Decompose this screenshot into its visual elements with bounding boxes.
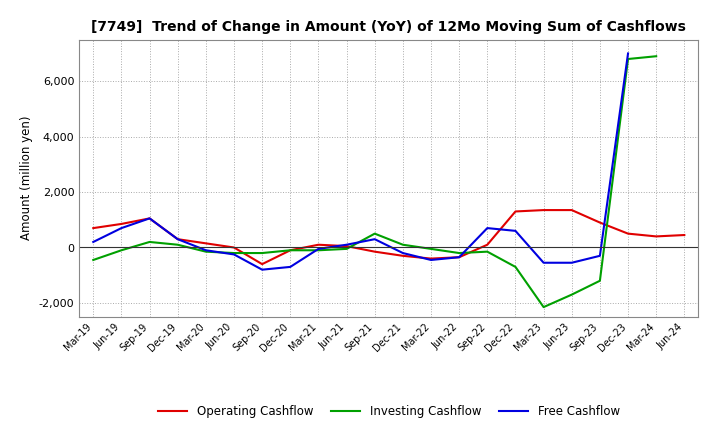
Operating Cashflow [286, 248, 294, 253]
Investing Cashflow [595, 278, 604, 283]
Free Cashflow [455, 255, 464, 260]
Operating Cashflow [117, 221, 126, 227]
Investing Cashflow [455, 250, 464, 256]
Operating Cashflow [483, 242, 492, 247]
Investing Cashflow [230, 250, 238, 256]
Investing Cashflow [370, 231, 379, 236]
Operating Cashflow [595, 220, 604, 225]
Free Cashflow [399, 250, 408, 256]
Operating Cashflow [539, 207, 548, 213]
Investing Cashflow [624, 56, 632, 62]
Investing Cashflow [652, 54, 660, 59]
Free Cashflow [567, 260, 576, 265]
Operating Cashflow [399, 253, 408, 258]
Investing Cashflow [427, 246, 436, 252]
Free Cashflow [258, 267, 266, 272]
Free Cashflow [427, 257, 436, 263]
Free Cashflow [202, 248, 210, 253]
Free Cashflow [483, 225, 492, 231]
Operating Cashflow [342, 243, 351, 249]
Investing Cashflow [258, 250, 266, 256]
Investing Cashflow [89, 257, 98, 263]
Investing Cashflow [117, 248, 126, 253]
Investing Cashflow [511, 264, 520, 270]
Operating Cashflow [455, 255, 464, 260]
Investing Cashflow [286, 248, 294, 253]
Operating Cashflow [511, 209, 520, 214]
Free Cashflow [342, 242, 351, 247]
Line: Operating Cashflow: Operating Cashflow [94, 210, 684, 264]
Operating Cashflow [427, 256, 436, 261]
Investing Cashflow [567, 292, 576, 297]
Operating Cashflow [230, 245, 238, 250]
Operating Cashflow [680, 232, 688, 238]
Free Cashflow [314, 246, 323, 252]
Investing Cashflow [202, 249, 210, 254]
Y-axis label: Amount (million yen): Amount (million yen) [20, 116, 33, 240]
Free Cashflow [286, 264, 294, 270]
Free Cashflow [539, 260, 548, 265]
Investing Cashflow [174, 242, 182, 247]
Free Cashflow [145, 216, 154, 221]
Free Cashflow [89, 239, 98, 245]
Free Cashflow [117, 225, 126, 231]
Investing Cashflow [399, 242, 408, 247]
Free Cashflow [174, 237, 182, 242]
Line: Investing Cashflow: Investing Cashflow [94, 56, 656, 307]
Investing Cashflow [145, 239, 154, 245]
Free Cashflow [624, 51, 632, 56]
Free Cashflow [370, 237, 379, 242]
Operating Cashflow [89, 225, 98, 231]
Investing Cashflow [539, 304, 548, 310]
Investing Cashflow [342, 246, 351, 252]
Operating Cashflow [652, 234, 660, 239]
Operating Cashflow [624, 231, 632, 236]
Operating Cashflow [174, 237, 182, 242]
Line: Free Cashflow: Free Cashflow [94, 53, 628, 270]
Title: [7749]  Trend of Change in Amount (YoY) of 12Mo Moving Sum of Cashflows: [7749] Trend of Change in Amount (YoY) o… [91, 20, 686, 34]
Free Cashflow [511, 228, 520, 234]
Free Cashflow [595, 253, 604, 258]
Legend: Operating Cashflow, Investing Cashflow, Free Cashflow: Operating Cashflow, Investing Cashflow, … [153, 400, 625, 423]
Operating Cashflow [567, 207, 576, 213]
Operating Cashflow [202, 241, 210, 246]
Operating Cashflow [258, 261, 266, 267]
Investing Cashflow [483, 249, 492, 254]
Operating Cashflow [145, 216, 154, 221]
Investing Cashflow [314, 248, 323, 253]
Operating Cashflow [314, 242, 323, 247]
Free Cashflow [230, 252, 238, 257]
Operating Cashflow [370, 249, 379, 254]
